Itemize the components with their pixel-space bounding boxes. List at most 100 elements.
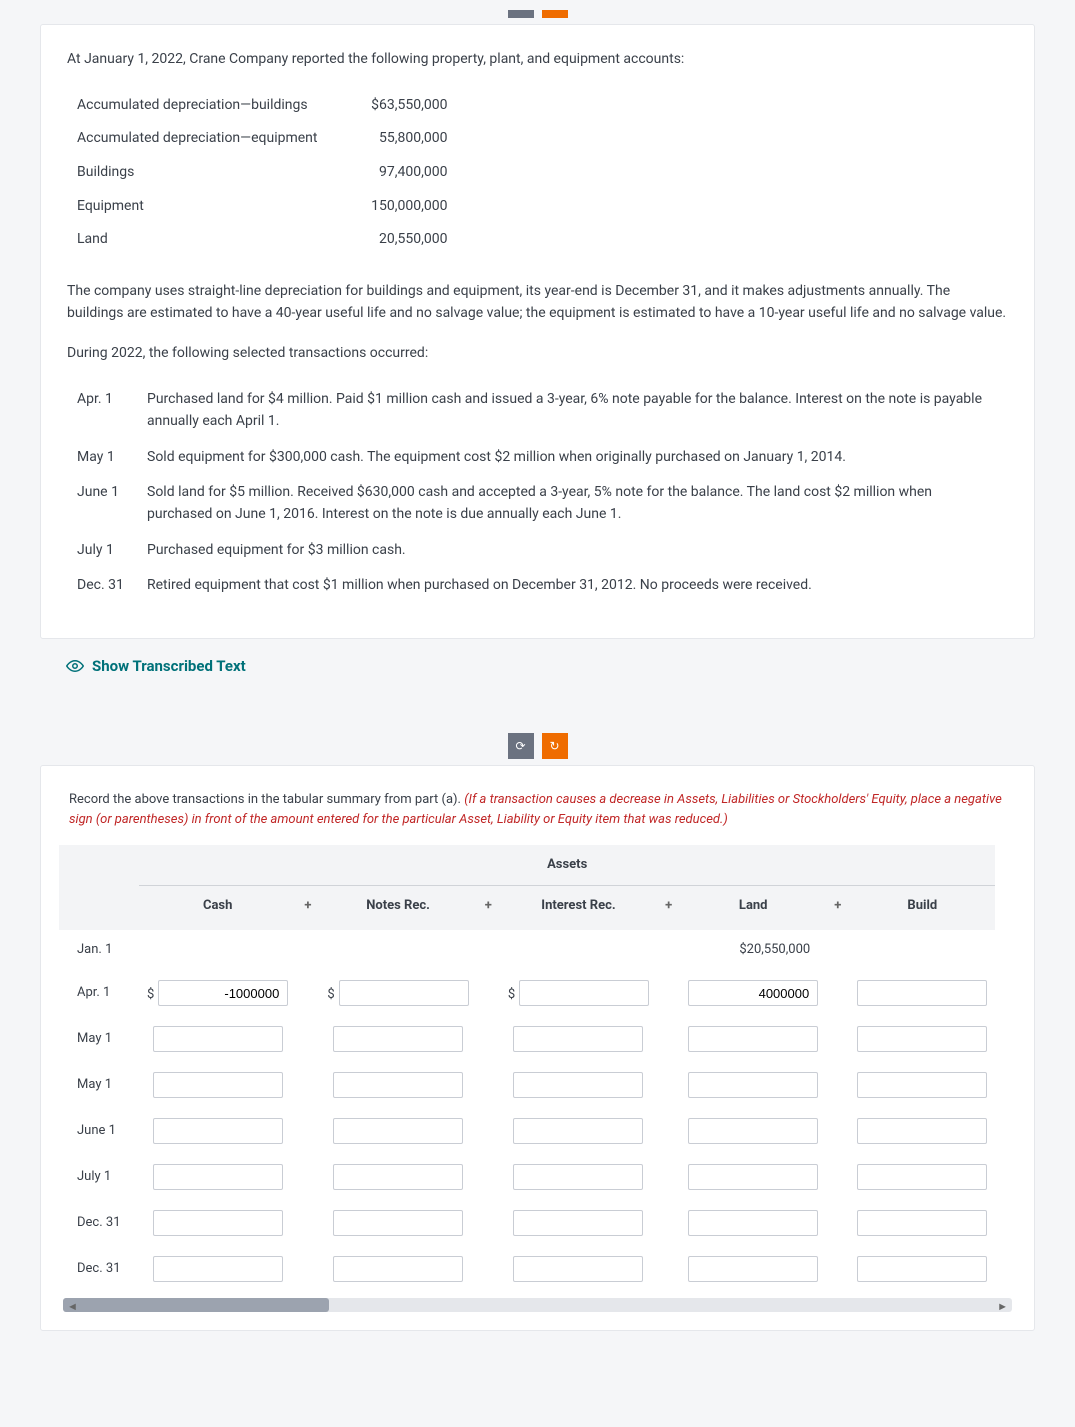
redo-button-2[interactable]: ↻ — [542, 733, 568, 759]
ppe-label: Equipment — [77, 190, 337, 224]
ppe-value: 150,000,000 — [337, 190, 467, 224]
plus-separator — [657, 970, 680, 1016]
horizontal-scrollbar[interactable]: ◄► — [63, 1298, 1012, 1312]
depreciation-note: The company uses straight-line depreciat… — [67, 281, 1008, 324]
top-button-bar-2: ⟳ ↻ — [40, 733, 1035, 759]
col-header: Cash — [139, 886, 296, 931]
plus-separator — [826, 970, 849, 1016]
plus-separator — [296, 1200, 319, 1246]
plus-separator — [657, 1016, 680, 1062]
answer-card: Record the above transactions in the tab… — [40, 765, 1035, 1331]
plus-separator — [477, 970, 500, 1016]
show-transcribed-link[interactable]: Show Transcribed Text — [66, 657, 1035, 675]
ppe-label: Accumulated depreciation—equipment — [77, 122, 337, 156]
undo-button-2[interactable]: ⟳ — [508, 733, 534, 759]
ppe-label: Land — [77, 223, 337, 257]
row-label: May 1 — [59, 1016, 139, 1062]
ppe-value: 97,400,000 — [337, 156, 467, 190]
amount-input[interactable] — [333, 1164, 463, 1190]
amount-input[interactable] — [153, 1210, 283, 1236]
amount-input[interactable] — [688, 1256, 818, 1282]
row-label: July 1 — [59, 1154, 139, 1200]
assets-header: Assets — [139, 845, 995, 886]
transactions-table: Apr. 1Purchased land for $4 million. Pai… — [77, 382, 1008, 604]
plus-separator — [477, 1016, 500, 1062]
tx-desc: Retired equipment that cost $1 million w… — [147, 568, 1008, 604]
tx-date: Dec. 31 — [77, 568, 147, 604]
amount-input[interactable] — [688, 1072, 818, 1098]
amount-input[interactable] — [333, 1210, 463, 1236]
plus-separator — [477, 1154, 500, 1200]
amount-input[interactable] — [153, 1072, 283, 1098]
amount-input[interactable] — [688, 1118, 818, 1144]
amount-input[interactable] — [857, 980, 987, 1006]
plus-separator — [826, 1154, 849, 1200]
tabular-summary: Assets Cash+Notes Rec.+Interest Rec.+Lan… — [59, 845, 995, 1292]
amount-input[interactable] — [519, 980, 649, 1006]
amount-input[interactable] — [153, 1256, 283, 1282]
plus-separator — [826, 1200, 849, 1246]
plus-separator — [657, 1062, 680, 1108]
ppe-value: 55,800,000 — [337, 122, 467, 156]
amount-input[interactable] — [333, 1256, 463, 1282]
during-text: During 2022, the following selected tran… — [67, 343, 1008, 365]
amount-input[interactable] — [513, 1026, 643, 1052]
plus-separator — [477, 1200, 500, 1246]
amount-input[interactable] — [513, 1072, 643, 1098]
ppe-label: Accumulated depreciation—buildings — [77, 89, 337, 123]
plus-separator: + — [657, 886, 680, 931]
amount-input[interactable] — [688, 1210, 818, 1236]
plus-separator: + — [826, 886, 849, 931]
amount-input[interactable] — [513, 1118, 643, 1144]
amount-input[interactable] — [857, 1256, 987, 1282]
amount-input[interactable] — [688, 980, 818, 1006]
top-button-bar-partial — [40, 10, 1035, 18]
plus-separator — [826, 1108, 849, 1154]
amount-input[interactable] — [153, 1164, 283, 1190]
row-label: May 1 — [59, 1062, 139, 1108]
ppe-table: Accumulated depreciation—buildings$63,55… — [77, 89, 467, 257]
col-header: Build — [849, 886, 995, 931]
amount-input[interactable] — [339, 980, 469, 1006]
amount-input[interactable] — [857, 1210, 987, 1236]
plus-separator — [296, 1062, 319, 1108]
row-label: June 1 — [59, 1108, 139, 1154]
plus-separator — [657, 1246, 680, 1292]
ppe-value: $63,550,000 — [337, 89, 467, 123]
plus-separator — [477, 1246, 500, 1292]
tx-desc: Purchased land for $4 million. Paid $1 m… — [147, 382, 1008, 439]
amount-input[interactable] — [153, 1026, 283, 1052]
undo-button[interactable] — [508, 10, 534, 18]
plus-separator: + — [296, 886, 319, 931]
row-label: Dec. 31 — [59, 1246, 139, 1292]
amount-input[interactable] — [857, 1164, 987, 1190]
amount-input[interactable] — [513, 1256, 643, 1282]
dollar-sign: $ — [147, 987, 154, 1002]
col-header: Land — [680, 886, 826, 931]
amount-input[interactable] — [333, 1072, 463, 1098]
amount-input[interactable] — [513, 1210, 643, 1236]
amount-input[interactable] — [857, 1118, 987, 1144]
plus-separator — [296, 1246, 319, 1292]
amount-input[interactable] — [158, 980, 288, 1006]
amount-input[interactable] — [688, 1026, 818, 1052]
row-label: Jan. 1 — [59, 930, 139, 970]
dollar-sign: $ — [327, 987, 334, 1002]
ppe-value: 20,550,000 — [337, 223, 467, 257]
redo-button[interactable] — [542, 10, 568, 18]
plus-separator — [296, 970, 319, 1016]
intro-text: At January 1, 2022, Crane Company report… — [67, 49, 1008, 71]
tx-date: July 1 — [77, 533, 147, 569]
amount-input[interactable] — [333, 1118, 463, 1144]
amount-input[interactable] — [513, 1164, 643, 1190]
plus-separator: + — [477, 886, 500, 931]
amount-input[interactable] — [153, 1118, 283, 1144]
amount-input[interactable] — [688, 1164, 818, 1190]
amount-input[interactable] — [857, 1072, 987, 1098]
plus-separator — [657, 1200, 680, 1246]
plus-separator — [296, 1016, 319, 1062]
amount-input[interactable] — [857, 1026, 987, 1052]
amount-input[interactable] — [333, 1026, 463, 1052]
row-label: Apr. 1 — [59, 970, 139, 1016]
tabular-summary-wrap[interactable]: Assets Cash+Notes Rec.+Interest Rec.+Lan… — [59, 845, 1016, 1312]
